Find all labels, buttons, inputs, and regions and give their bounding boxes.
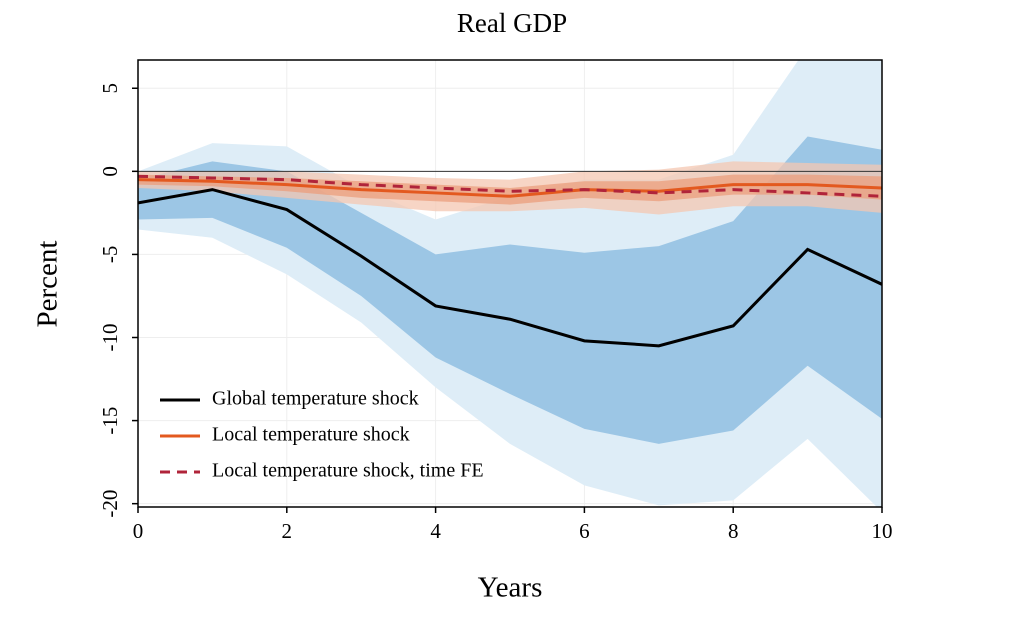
chart-title: Real GDP xyxy=(457,8,567,38)
x-tick-label: 8 xyxy=(728,519,739,543)
legend-label: Global temperature shock xyxy=(212,388,419,410)
series-line xyxy=(138,174,882,198)
y-tick-label: -20 xyxy=(98,490,122,518)
plot-frame xyxy=(137,59,883,508)
y-tick-label: 5 xyxy=(98,83,122,94)
lines xyxy=(138,170,882,348)
series-line xyxy=(138,188,882,348)
confidence-band xyxy=(138,174,882,205)
y-tick-label: -10 xyxy=(98,324,122,352)
y-tick-label: -5 xyxy=(98,246,122,264)
x-tick-label: 6 xyxy=(579,519,590,543)
y-tick-label: -15 xyxy=(98,407,122,435)
x-tick-label: 4 xyxy=(430,519,441,543)
x-tick-label: 0 xyxy=(133,519,144,543)
legend-label: Local temperature shock xyxy=(212,424,410,446)
series-line xyxy=(138,178,882,198)
x-axis-label: Years xyxy=(478,572,543,604)
confidence-band xyxy=(138,136,882,444)
x-tick-label: 10 xyxy=(872,519,893,543)
y-axis-label: Percent xyxy=(32,241,64,328)
legend-label: Local temperature shock, time FE xyxy=(212,460,484,482)
y-tick-label: 0 xyxy=(98,166,122,177)
x-tick-label: 2 xyxy=(282,519,293,543)
